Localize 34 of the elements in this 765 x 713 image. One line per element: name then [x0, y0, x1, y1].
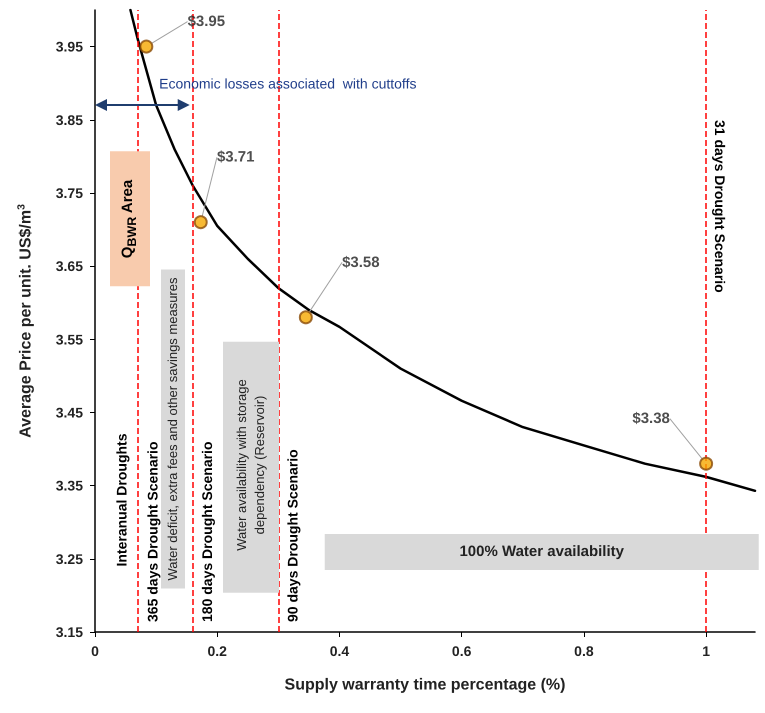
x-tick-label: 0.8	[574, 643, 594, 659]
x-axis-title: Supply warranty time percentage (%)	[284, 676, 566, 694]
x-tick-label: 0.2	[207, 643, 228, 659]
label-box: 100% Water availability	[324, 534, 759, 570]
y-axis-title: Average Price per unit. US$/m3	[16, 204, 34, 438]
ref-line-label: 31 days Drought Scenario	[712, 120, 728, 293]
data-label: $3.71	[216, 148, 254, 166]
data-label: $3.58	[342, 254, 380, 271]
annotation: Economic losses associated with cuttoffs	[159, 74, 416, 94]
y-tick-label: 3.35	[56, 478, 84, 494]
y-tick-label: 3.15	[56, 624, 84, 640]
ref-line-label: 90 days Drought Scenario	[284, 449, 300, 622]
point	[194, 215, 208, 230]
point	[139, 40, 154, 54]
y-tick-label: 3.45	[56, 404, 84, 420]
point	[699, 456, 714, 471]
label-box: Water deficit, extra fees and other savings measures	[161, 269, 186, 588]
x-tick-label: 1	[702, 643, 710, 659]
data-label: $3.95	[188, 13, 226, 30]
y-tick-label: 3.95	[56, 38, 84, 55]
y-tick-label: 3.75	[56, 184, 84, 201]
ref-line-label: 365 days Drought Scenario	[144, 441, 160, 622]
data-label: $3.38	[632, 410, 670, 428]
point	[298, 310, 313, 324]
x-tick-label: 0.4	[330, 643, 350, 659]
y-tick-label: 3.55	[56, 331, 84, 348]
annotation: Interanual Droughts	[112, 434, 130, 567]
x-tick-label: 0	[91, 643, 100, 659]
y-tick-label: 3.65	[56, 258, 84, 274]
ref-line-label: 180 days Drought Scenario	[198, 441, 215, 622]
y-tick-label: 3.85	[56, 112, 84, 128]
x-tick-label: 0.6	[452, 643, 472, 659]
label-box: Water availability with storage dependency (Reservoir)	[223, 340, 280, 592]
y-tick-label: 3.25	[56, 550, 84, 567]
